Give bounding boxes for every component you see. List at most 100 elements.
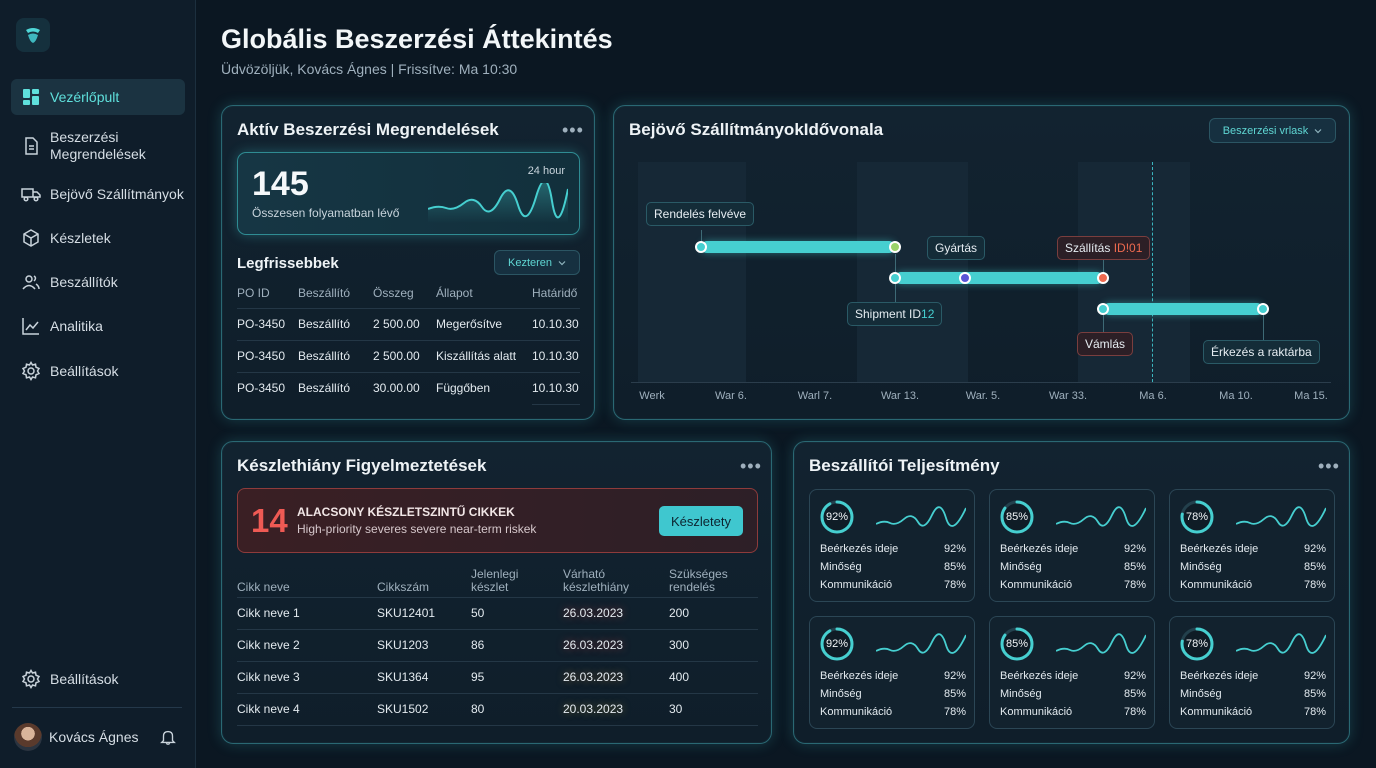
po-id-link[interactable]: PO-3450 — [237, 307, 298, 340]
timeline-label-arrival: Érkezés a raktárba — [1203, 340, 1320, 364]
current-stock-cell: 86 — [471, 628, 563, 661]
metric-label: Minőség — [1000, 561, 1042, 573]
sidebar-item-suppliers[interactable]: Beszállítók — [11, 270, 185, 294]
timeline-label-production: Gyártás — [927, 236, 986, 260]
kpi-period: 24 hour — [527, 165, 565, 177]
po-id-link[interactable]: PO-3450 — [237, 371, 298, 404]
metric-row: Beérkezés ideje 92% — [820, 543, 966, 555]
supplier-tile[interactable]: 92% Beérkezés ideje 92% Minőség 85% Kommuniká… — [809, 489, 975, 602]
metric-label: Kommunikáció — [820, 579, 893, 591]
column-header: Összeg — [373, 285, 414, 300]
sku-cell: SKU12401 — [377, 596, 471, 629]
due-cell: 10.10.30 — [532, 371, 580, 405]
column-header-text: Jelenlegi készlet — [471, 566, 519, 594]
chevron-down-icon — [558, 260, 566, 265]
more-menu-icon[interactable] — [740, 456, 762, 477]
timeline-label-order: Rendelés felvéve — [646, 202, 755, 226]
timeline-filter-dropdown[interactable]: Beszerzési vrlask — [1209, 118, 1336, 143]
kpi-label: Összesen folyamatban lévő — [252, 206, 400, 220]
metric-row: Kommunikáció 78% — [1000, 706, 1146, 718]
metric-label: Beérkezés ideje — [820, 670, 899, 682]
metric-value: 85% — [1303, 688, 1326, 700]
sidebar-item-dashboard[interactable]: Vezérlőpult — [11, 79, 185, 115]
metric-row: Minőség 85% — [820, 688, 966, 700]
metric-label: Beérkezés ideje — [1180, 543, 1259, 555]
bell-icon[interactable] — [159, 728, 177, 746]
metric-label: Minőség — [1180, 561, 1222, 573]
metric-row: Minőség 85% — [1180, 688, 1326, 700]
timeline-milestone[interactable] — [889, 241, 901, 253]
supplier-tile[interactable]: 85% Beérkezés ideje 92% Minőség 85% Kommuniká… — [989, 616, 1155, 729]
supplier-sparkline — [876, 506, 966, 527]
item-name-cell: Cikk neve 4 — [237, 692, 377, 726]
timeline-bar-order[interactable] — [701, 241, 895, 253]
supplier-tile[interactable]: 92% Beérkezés ideje 92% Minőség 85% Kommuniká… — [809, 616, 975, 729]
low-stock-alert: 14 ALACSONY KÉSZLETSZINTŰ CIKKEK High-pr… — [237, 488, 758, 553]
kpi-sparkline — [428, 183, 568, 223]
table-row[interactable]: PO-3450 Beszállító 2 500.00 Megerősítve … — [237, 307, 580, 340]
column-header: Cikkszám — [377, 579, 430, 594]
axis-tick-label: War 6. — [715, 390, 747, 402]
score-ring — [1180, 500, 1214, 534]
card-title: Beszállítói Teljesítmény — [809, 456, 1000, 475]
status-badge: Megerősítve — [436, 307, 532, 340]
timeline-milestone[interactable] — [959, 272, 971, 284]
table-row[interactable]: Cikk neve 1 SKU12401 50 26.03.2023 200 — [237, 596, 758, 629]
timeline-milestone[interactable] — [1097, 303, 1109, 315]
column-header: Cikk neve — [237, 579, 290, 594]
more-menu-icon[interactable] — [562, 120, 584, 141]
table-row[interactable]: Cikk neve 2 SKU1203 86 26.03.2023 300 — [237, 628, 758, 661]
current-stock-cell: 95 — [471, 660, 563, 693]
timeline-bar-production[interactable] — [895, 272, 1103, 284]
axis-tick-label: Ma 15. — [1294, 390, 1328, 402]
sidebar-item-purchase-orders[interactable]: Beszerzési Megrendelések — [11, 127, 185, 165]
sidebar-item-label: Beállítások — [50, 670, 119, 687]
card-title: Készlethiány Figyelmeztetések — [237, 456, 487, 475]
shortage-date-cell: 26.03.2023 — [563, 628, 669, 661]
app-logo[interactable] — [16, 18, 50, 52]
po-id-link[interactable]: PO-3450 — [237, 339, 298, 372]
metric-row: Beérkezés ideje 92% — [820, 670, 966, 682]
timeline-milestone[interactable] — [695, 241, 707, 253]
axis-tick-label: War. 5. — [965, 390, 1001, 402]
sidebar-item-settings[interactable]: Beállítások — [11, 359, 185, 383]
supplier-tile[interactable]: 78% Beérkezés ideje 92% Minőség 85% Kommuniká… — [1169, 616, 1335, 729]
more-menu-icon[interactable] — [1318, 456, 1340, 477]
supplier-cell: Beszállító — [298, 371, 373, 404]
timeline-bar-delivery[interactable] — [1103, 303, 1263, 315]
amount-cell: 2 500.00 — [373, 339, 436, 372]
sidebar-item-inventory[interactable]: Készletek — [11, 226, 185, 250]
shortage-date-cell: 26.03.2023 — [563, 596, 669, 629]
shortage-date-cell: 26.03.2023 — [563, 660, 669, 693]
orders-filter-dropdown[interactable]: Kezteren — [494, 250, 580, 275]
sidebar-item-shipments[interactable]: Bejövő Szállítmányok — [11, 182, 185, 206]
filter-label: Kezteren — [507, 256, 553, 269]
timeline-milestone[interactable] — [889, 272, 901, 284]
sidebar-item-analytics[interactable]: Analitika — [11, 314, 185, 338]
table-row[interactable]: Cikk neve 3 SKU1364 95 26.03.2023 400 — [237, 660, 758, 693]
supplier-sparkline — [876, 633, 966, 654]
axis-tick-label: Werk — [639, 390, 665, 402]
avatar[interactable] — [14, 723, 42, 751]
timeline-milestone[interactable] — [1097, 272, 1109, 284]
sidebar-item-label: Bejövő Szállítmányok — [50, 185, 184, 202]
supplier-tile[interactable]: 78% Beérkezés ideje 92% Minőség 85% Kommuniká… — [1169, 489, 1335, 602]
metric-row: Minőség 85% — [820, 561, 966, 573]
sidebar: Vezérlőpult Beszerzési Megrendelések Bej… — [0, 0, 196, 768]
stock-action-button[interactable]: Készletety — [659, 506, 743, 536]
metric-row: Minőség 85% — [1000, 561, 1146, 573]
metric-value: 78% — [943, 706, 966, 718]
metric-value: 92% — [1123, 543, 1146, 555]
supplier-sparkline — [1056, 633, 1146, 654]
sidebar-item-label: Analitika — [50, 317, 103, 334]
timeline-milestone[interactable] — [1257, 303, 1269, 315]
sidebar-bottom-settings[interactable]: Beállítások — [11, 667, 185, 691]
required-order-cell: 200 — [669, 596, 758, 629]
table-row[interactable]: PO-3450 Beszállító 30.00.00 Függőben 10.… — [237, 371, 580, 405]
supplier-tile[interactable]: 85% Beérkezés ideje 92% Minőség 85% Kommuniká… — [989, 489, 1155, 602]
metric-label: Beérkezés ideje — [1180, 670, 1259, 682]
table-row[interactable]: Cikk neve 4 SKU1502 80 20.03.2023 30 — [237, 692, 758, 726]
alert-title: ALACSONY KÉSZLETSZINTŰ CIKKEK — [297, 505, 515, 519]
metric-value: 92% — [1123, 670, 1146, 682]
table-row[interactable]: PO-3450 Beszállító 2 500.00 Kiszállítás … — [237, 339, 580, 372]
